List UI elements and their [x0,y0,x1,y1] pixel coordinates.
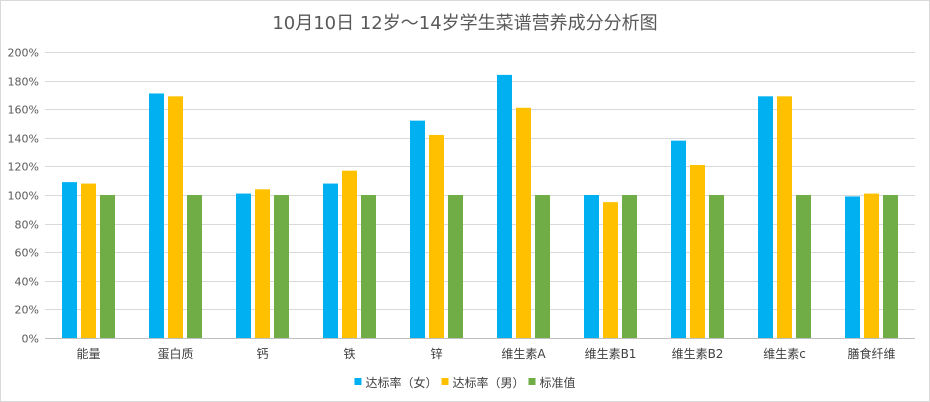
x-tick-label: 维生素A [501,347,546,361]
bar-3-10 [883,195,898,338]
y-tick-label: 180% [8,76,39,89]
x-tick-label: 维生素c [763,347,806,361]
bar-1-6 [497,74,512,338]
y-tick-label: 160% [8,104,39,117]
bar-3-1 [100,195,115,338]
bar-2-5 [429,134,444,338]
x-axis: 能量 蛋白质 钙 铁 锌 维生素A 维生素B1 维生素B2 维生素c 膳食纤维 [76,346,895,361]
legend-label: 达标率（女） [365,375,437,390]
bar-2-3 [255,189,270,338]
y-tick-label: 60% [15,247,39,260]
legend-swatch-1 [354,378,362,385]
y-tick-label: 0% [22,333,39,346]
legend: 达标率（女） 达标率（男） 标准值 [354,375,576,390]
legend-swatch-2 [441,378,449,385]
bar-2-8 [690,164,705,338]
y-tick-label: 80% [15,219,39,232]
bar-3-7 [622,195,637,338]
y-tick-label: 40% [15,276,39,289]
bar-2-9 [777,96,792,338]
bar-1-3 [236,193,251,338]
bar-3-3 [274,195,289,338]
y-tick-label: 20% [15,304,39,317]
bar-1-2 [149,93,164,338]
bar-2-4 [342,170,357,338]
y-tick-label: 120% [8,161,39,174]
bar-1-10 [845,196,860,338]
chart-title: 10月10日 12岁～14岁学生菜谱营养成分分析图 [272,13,657,34]
bar-1-9 [758,96,773,338]
bar-1-4 [323,183,338,338]
x-tick-label: 钙 [256,347,268,361]
y-tick-label: 200% [8,47,39,60]
bar-2-7 [603,202,618,338]
bar-2-6 [516,107,531,339]
x-tick-label: 膳食纤维 [847,346,895,361]
y-axis-ticks: 0% 20% 40% 60% 80% 100% 120% 140% 160% 180% 200% [8,47,39,346]
bar-3-9 [796,195,811,338]
bar-1-5 [410,120,425,338]
bar-3-4 [361,195,376,338]
bars [62,74,898,339]
bar-2-10 [864,193,879,338]
bar-2-2 [168,96,183,338]
bar-3-8 [709,195,724,338]
x-tick-label: 蛋白质 [157,346,193,361]
x-tick-label: 维生素B1 [585,347,637,361]
y-tick-label: 140% [8,133,39,146]
bar-3-5 [448,195,463,338]
bar-1-8 [671,140,686,338]
x-tick-label: 铁 [343,347,355,361]
bar-3-6 [535,195,550,338]
y-tick-label: 100% [8,190,39,203]
bar-1-7 [584,195,599,338]
bar-2-1 [81,183,96,338]
x-tick-label: 维生素B2 [672,347,724,361]
x-tick-label: 锌 [430,347,442,361]
x-tick-label: 能量 [76,347,100,361]
legend-label: 标准值 [540,375,576,390]
legend-swatch-3 [528,378,536,385]
bar-1-1 [62,182,77,338]
bar-3-2 [187,195,202,338]
legend-label: 达标率（男） [452,375,524,390]
